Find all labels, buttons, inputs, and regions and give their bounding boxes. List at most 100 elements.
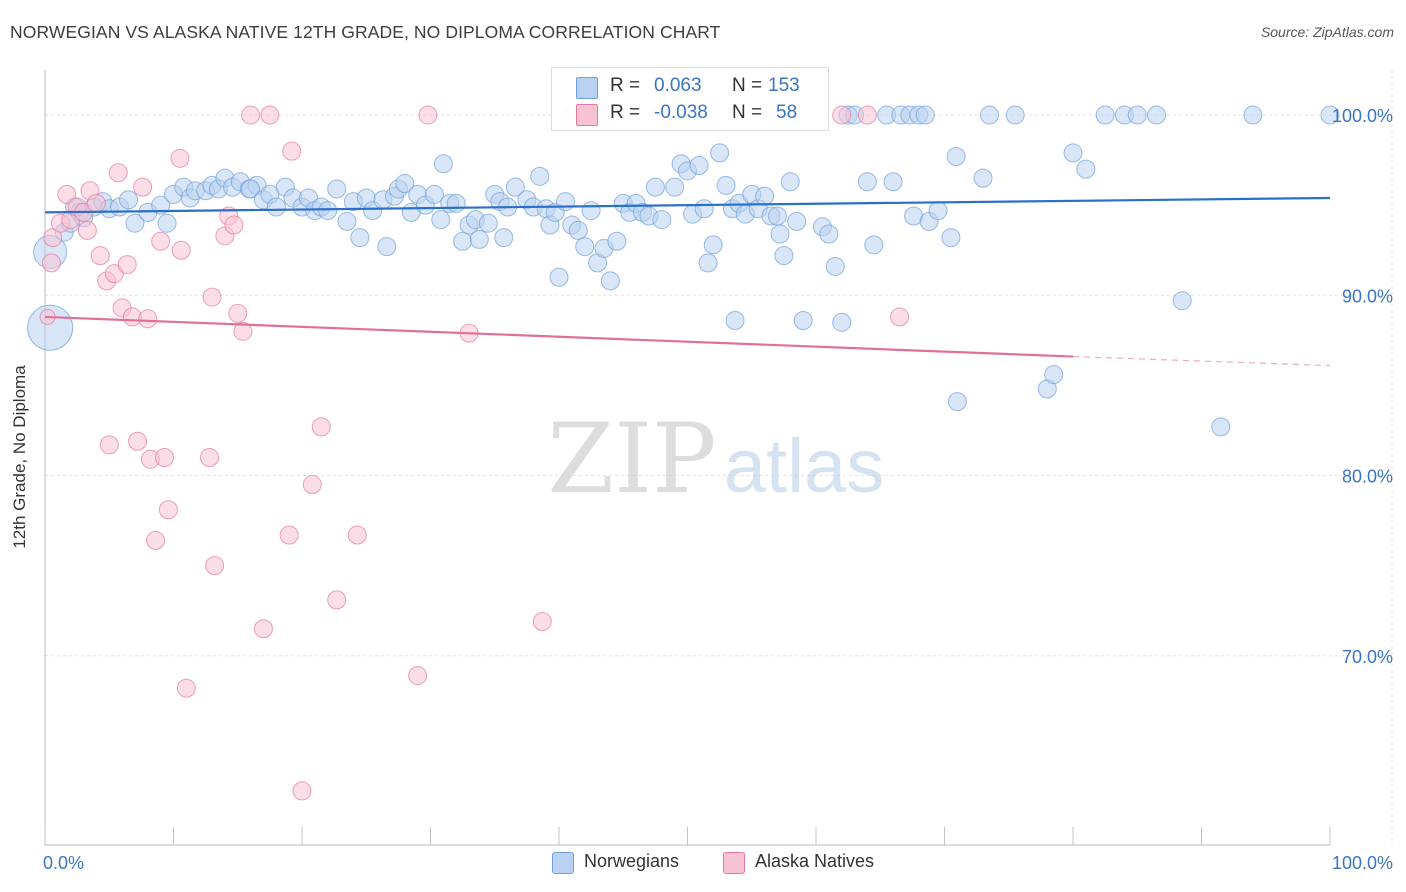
alaska-natives-point bbox=[292, 781, 312, 801]
alaska-natives-point bbox=[302, 475, 322, 495]
legend-r-value: -0.038 bbox=[654, 102, 708, 123]
norwegians-point bbox=[1076, 159, 1096, 179]
alaska-natives-point bbox=[86, 193, 106, 213]
legend-n-label: N = bbox=[732, 75, 763, 96]
alaska-natives-point bbox=[99, 435, 119, 455]
norwegians-point bbox=[755, 186, 775, 206]
alaska-natives-point bbox=[408, 666, 428, 686]
norwegians-point bbox=[446, 193, 466, 213]
norwegians-point bbox=[350, 228, 370, 248]
norwegians-point bbox=[1063, 143, 1083, 163]
norwegians-point bbox=[725, 311, 745, 331]
alaska-natives-point bbox=[228, 303, 248, 323]
norwegians-point bbox=[241, 179, 261, 199]
alaska-natives-point bbox=[171, 240, 191, 260]
watermark-atlas: atlas bbox=[724, 424, 885, 509]
alaska-natives-point bbox=[832, 105, 852, 125]
x-tick-label-min: 0.0% bbox=[43, 853, 84, 873]
norwegians-point bbox=[119, 190, 139, 210]
y-tick-label: 80.0% bbox=[1342, 467, 1393, 487]
norwegians-point bbox=[151, 195, 171, 215]
trend-lines bbox=[44, 196, 1331, 367]
norwegians-point bbox=[581, 201, 601, 221]
bottom-legend-swatch-blue bbox=[552, 852, 574, 874]
norwegians-point bbox=[770, 224, 790, 244]
alaska-natives-point bbox=[253, 619, 273, 639]
legend-r-label: R = bbox=[610, 102, 641, 123]
norwegians-point bbox=[431, 210, 451, 230]
y-tick-label: 70.0% bbox=[1342, 647, 1393, 667]
watermark-zip: ZIP bbox=[547, 403, 716, 515]
norwegians-point bbox=[125, 213, 145, 233]
alaska-natives-point bbox=[176, 678, 196, 698]
tick-labels: 100.0% 90.0% 80.0% 70.0% 0.0% 100.0% bbox=[43, 106, 1393, 873]
y-axis-label: 12th Grade, No Diploma bbox=[10, 365, 29, 549]
norwegians-point bbox=[694, 199, 714, 219]
bottom-legend-label: Alaska Natives bbox=[755, 851, 875, 871]
norwegians-point bbox=[703, 235, 723, 255]
alaska-natives-point bbox=[347, 525, 367, 545]
norwegians-point bbox=[395, 174, 415, 194]
alaska-natives-point bbox=[151, 231, 171, 251]
norwegians-point bbox=[689, 156, 709, 176]
norwegians-point bbox=[1044, 365, 1064, 385]
x-tick-label-max: 100.0% bbox=[1332, 853, 1393, 873]
norwegians-point bbox=[469, 229, 489, 249]
alaska-natives-point bbox=[224, 215, 244, 235]
alaska-natives-trend-extension bbox=[1072, 355, 1331, 367]
alaska-natives-point bbox=[158, 500, 178, 520]
norwegians-point bbox=[864, 235, 884, 255]
alaska-natives-point bbox=[41, 253, 61, 273]
legend-swatch-pink bbox=[576, 104, 598, 126]
alaska-natives-point bbox=[418, 105, 438, 125]
norwegians-point bbox=[453, 231, 473, 251]
legend-n-label: N = bbox=[732, 102, 763, 123]
norwegians-point bbox=[337, 211, 357, 231]
norwegians-point bbox=[1243, 105, 1263, 125]
norwegians-point bbox=[478, 213, 498, 233]
norwegians-point bbox=[549, 267, 569, 287]
alaska-natives-point bbox=[282, 141, 302, 161]
norwegians-point bbox=[568, 220, 588, 240]
legend-n-value: 153 bbox=[768, 75, 800, 96]
norwegians-point bbox=[318, 201, 338, 221]
alaska-natives-trend-line bbox=[44, 315, 1074, 358]
norwegians-point bbox=[1005, 105, 1025, 125]
norwegians-point bbox=[494, 228, 514, 248]
alaska-natives-point bbox=[202, 287, 222, 307]
norwegians-point bbox=[1127, 105, 1147, 125]
norwegians-point bbox=[433, 154, 453, 174]
norwegians-point bbox=[266, 197, 286, 217]
norwegians-point bbox=[832, 312, 852, 332]
legend-swatch-blue bbox=[576, 77, 598, 99]
norwegians-trend-line bbox=[44, 196, 1331, 214]
norwegians-point bbox=[1147, 105, 1167, 125]
norwegians-point bbox=[424, 184, 444, 204]
norwegians-point bbox=[710, 143, 730, 163]
norwegians-point bbox=[941, 228, 961, 248]
y-tick-label: 100.0% bbox=[1332, 106, 1393, 126]
norwegians-point bbox=[157, 213, 177, 233]
alaska-natives-point bbox=[133, 177, 153, 197]
norwegians-point bbox=[767, 206, 787, 226]
norwegians-point bbox=[787, 211, 807, 231]
legend: R = 0.063 N = 153 R = -0.038 N = 58 bbox=[551, 67, 829, 131]
norwegians-point bbox=[857, 172, 877, 192]
norwegians-point bbox=[915, 105, 935, 125]
norwegians-point bbox=[575, 237, 595, 257]
norwegians-point bbox=[947, 392, 967, 412]
alaska-natives-point bbox=[241, 105, 261, 125]
alaska-natives-point bbox=[890, 307, 910, 327]
norwegians-point bbox=[1211, 417, 1231, 437]
bottom-legend-swatch-pink bbox=[723, 852, 745, 874]
alaska-natives-point bbox=[199, 448, 219, 467]
norwegians-point bbox=[377, 237, 397, 257]
alaska-natives-point bbox=[170, 148, 190, 168]
norwegians-point bbox=[652, 210, 672, 230]
axes bbox=[44, 70, 1331, 846]
norwegians-point bbox=[825, 256, 845, 276]
norwegians-point bbox=[555, 192, 575, 212]
legend-r-value: 0.063 bbox=[654, 75, 702, 96]
alaska-natives-point bbox=[857, 105, 877, 125]
